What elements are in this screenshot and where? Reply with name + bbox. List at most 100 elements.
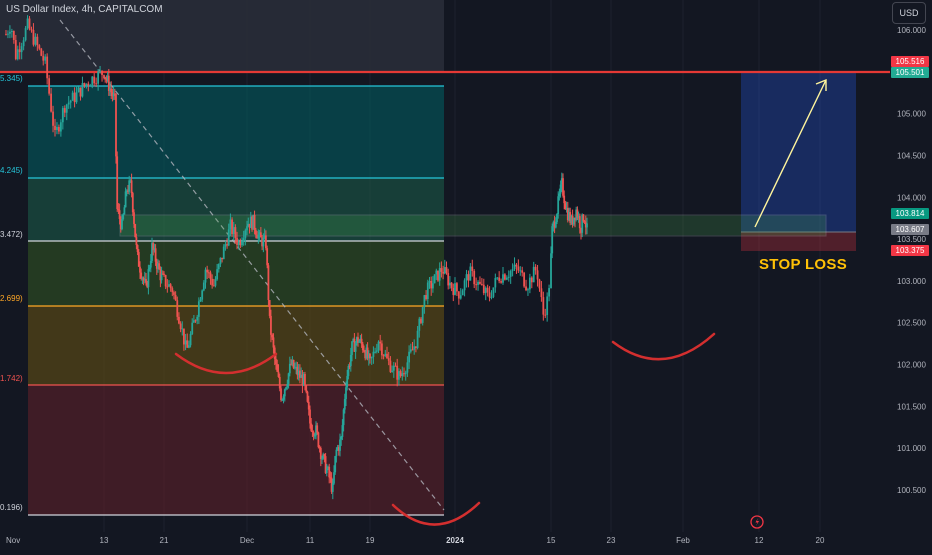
candle-body <box>290 363 292 365</box>
candle-body <box>500 281 502 283</box>
candle-body <box>272 337 275 348</box>
position-target-zone[interactable] <box>741 72 856 232</box>
y-tick-label: 103.500 <box>897 235 926 244</box>
y-tick-label: 100.500 <box>897 486 926 495</box>
candle-body <box>578 216 581 229</box>
candle-body <box>454 283 456 295</box>
candle-body <box>509 271 512 277</box>
candle-body <box>418 318 421 331</box>
candle-body <box>236 237 238 245</box>
candle-body <box>542 297 545 315</box>
candle-body <box>130 180 133 194</box>
candle-body <box>527 289 529 291</box>
candle-body <box>552 221 555 227</box>
candle-body <box>18 49 21 53</box>
candle-body <box>181 328 184 330</box>
time-axis[interactable]: Nov 13 21 Dec 11 19 2024 15 23 Feb 12 20 <box>6 536 825 545</box>
fib-zone-5 <box>28 385 444 515</box>
fibonacci-retracement[interactable]: 5.345) 4.245) 3.472) 2.699) 1.742) 0.196… <box>0 74 444 516</box>
candle-body <box>251 216 253 230</box>
head-arc[interactable] <box>391 501 481 526</box>
candle-body <box>261 237 264 247</box>
currency-button[interactable]: USD <box>892 2 926 24</box>
candle-body <box>494 278 497 288</box>
replay-icon[interactable] <box>750 515 764 529</box>
candle-body <box>54 125 56 131</box>
candle-body <box>399 371 402 377</box>
candle-body <box>358 341 361 343</box>
candle-body <box>440 268 443 272</box>
candle-body <box>469 266 472 281</box>
candle-body <box>77 87 80 93</box>
candle-body <box>342 409 345 426</box>
candle-body <box>140 272 143 279</box>
candle-body <box>161 273 164 275</box>
candle-body <box>253 214 256 230</box>
candle-body <box>349 354 352 367</box>
dashed-trendline[interactable] <box>59 19 445 511</box>
candle-body <box>61 108 64 123</box>
candle-body <box>372 351 375 357</box>
candle-body <box>394 365 397 367</box>
candle-body <box>30 29 33 31</box>
candle-body <box>517 266 520 271</box>
candle-body <box>572 217 575 225</box>
candle-body <box>32 30 35 45</box>
candle-body <box>63 108 66 113</box>
x-tick-label: 15 <box>547 536 556 545</box>
candle-body <box>241 241 243 246</box>
candle-body <box>56 126 58 131</box>
candle-body <box>137 252 140 267</box>
symbol-title[interactable]: US Dollar Index, 4h, CAPITALCOM <box>6 4 163 15</box>
candle-body <box>331 483 334 492</box>
candle-body <box>221 257 223 260</box>
candle-body <box>224 244 227 247</box>
candle-body <box>523 272 526 287</box>
candle-body <box>281 399 284 401</box>
candle-body <box>159 269 162 281</box>
candle-body <box>307 401 310 410</box>
left-shoulder-arc[interactable] <box>174 352 278 375</box>
candle-body <box>361 343 364 351</box>
candle-body <box>286 384 289 388</box>
candle-body <box>135 237 138 246</box>
candle-body <box>461 290 464 296</box>
candle-body <box>556 214 558 223</box>
candle-body <box>558 193 561 197</box>
candle-body <box>148 267 151 270</box>
candle-body <box>357 337 359 343</box>
candle-body <box>563 195 566 204</box>
candle-body <box>432 283 434 289</box>
candle-body <box>22 40 25 47</box>
candle-body <box>449 282 451 286</box>
projection-arrow[interactable] <box>754 78 827 228</box>
candle-body <box>214 279 217 286</box>
candle-body <box>322 454 325 459</box>
support-zone-rectangle[interactable] <box>119 214 827 237</box>
price-tag-entry: 103.607 <box>891 224 929 235</box>
candle-body <box>467 274 470 281</box>
candle-body <box>452 287 455 295</box>
right-shoulder-arc[interactable] <box>611 332 716 361</box>
candle-body <box>254 229 257 235</box>
candle-body <box>38 45 41 49</box>
candle-body <box>106 75 109 80</box>
price-tag-stop: 103.375 <box>891 245 929 256</box>
candle-body <box>121 219 123 230</box>
fib-label-4: 2.699) <box>0 294 23 303</box>
candle-body <box>244 230 247 239</box>
candle-body <box>564 203 567 210</box>
position-stop-zone[interactable] <box>741 232 856 251</box>
candle-body <box>348 366 351 368</box>
x-tick-label: Feb <box>676 536 690 545</box>
candle-body <box>398 371 400 380</box>
candle-body <box>340 436 343 440</box>
candle-body <box>423 295 426 308</box>
candle-body <box>211 278 214 286</box>
candle-body <box>551 226 554 254</box>
candle-body <box>328 466 331 478</box>
price-tag-last-price: 103.814 <box>891 208 929 219</box>
candle-body <box>562 178 564 196</box>
